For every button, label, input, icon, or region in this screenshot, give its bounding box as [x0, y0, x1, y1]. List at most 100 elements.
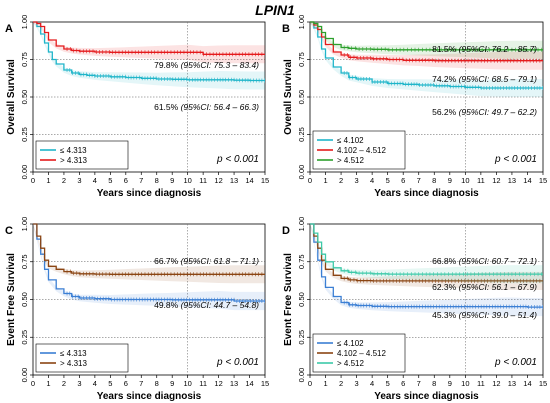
x-tick-label: 10 [461, 379, 469, 388]
legend-label: > 4.512 [337, 359, 364, 368]
x-tick-label: 3 [355, 379, 359, 388]
y-tick-label: 1.00 [297, 217, 306, 232]
x-tick-label: 2 [62, 176, 66, 185]
y-tick-label: 0.75 [297, 52, 306, 67]
legend-label: 4.102 – 4.512 [337, 349, 386, 358]
ci-band [310, 22, 543, 97]
x-tick-label: 9 [170, 176, 174, 185]
x-tick-label: 10 [183, 176, 191, 185]
x-tick-label: 11 [199, 379, 207, 388]
annotation-ci: (95%CI: 75.3 – 83.4) [181, 60, 260, 70]
annotation-value: 61.5% [154, 102, 180, 112]
survival-curve [310, 223, 543, 275]
legend-label: ≤ 4.102 [337, 136, 364, 145]
p-value: p < 0.001 [216, 154, 259, 165]
x-tick-label: 12 [492, 379, 500, 388]
x-tick-label: 8 [155, 379, 159, 388]
annotation-value: 45.3% [432, 310, 458, 320]
panel-label: A [5, 23, 13, 35]
legend-label: 4.102 – 4.512 [337, 146, 386, 155]
y-tick-label: 0.25 [20, 127, 29, 142]
survival-curve [33, 223, 265, 275]
legend-label: > 4.313 [60, 156, 87, 165]
x-tick-label: 1 [46, 176, 50, 185]
annotation-value: 56.2% [432, 107, 458, 117]
survival-annotation: 79.8% (95%CI: 75.3 – 83.4) [154, 60, 259, 70]
x-tick-label: 5 [386, 176, 390, 185]
x-tick-label: 0 [308, 176, 312, 185]
x-tick-label: 3 [355, 176, 359, 185]
x-tick-label: 7 [139, 379, 143, 388]
x-axis-label: Years since diagnosis [97, 188, 202, 199]
p-value: p < 0.001 [494, 154, 537, 165]
annotation-ci: (95%CI: 68.5 – 79.1) [459, 74, 538, 84]
x-tick-label: 9 [448, 379, 452, 388]
x-tick-label: 2 [339, 176, 343, 185]
x-tick-label: 1 [46, 379, 50, 388]
annotation-value: 79.8% [154, 60, 180, 70]
x-tick-label: 15 [539, 379, 547, 388]
x-tick-label: 0 [308, 379, 312, 388]
annotation-value: 74.2% [432, 74, 458, 84]
y-axis-label: Event Free Survival [283, 253, 294, 346]
x-tick-label: 2 [339, 379, 343, 388]
ci-band [33, 22, 265, 90]
survival-annotation: 56.2% (95%CI: 49.7 – 62.2) [432, 107, 537, 117]
y-tick-label: 0.50 [20, 90, 29, 105]
x-tick-label: 5 [108, 176, 112, 185]
x-tick-label: 11 [199, 176, 207, 185]
x-tick-label: 5 [386, 379, 390, 388]
x-tick-label: 10 [183, 379, 191, 388]
y-tick-label: 1.00 [20, 15, 29, 30]
x-axis-label: Years since diagnosis [374, 391, 479, 402]
survival-annotation: 81.5% (95%CI: 76.2 – 85.7) [432, 44, 537, 54]
y-tick-label: 0.50 [297, 292, 306, 307]
x-axis-label: Years since diagnosis [374, 188, 479, 199]
x-tick-label: 11 [477, 379, 485, 388]
x-tick-label: 13 [230, 379, 238, 388]
x-tick-label: 7 [417, 176, 421, 185]
legend-label: ≤ 4.102 [337, 339, 364, 348]
y-axis-label: Overall Survival [6, 59, 17, 135]
x-tick-label: 4 [93, 176, 97, 185]
survival-annotation: 62.3% (95%CI: 56.1 – 67.9) [432, 282, 537, 292]
annotation-ci: (95%CI: 39.0 – 51.4) [459, 310, 538, 320]
survival-annotation: 66.7% (95%CI: 61.8 – 71.1) [154, 256, 259, 266]
y-tick-label: 0.00 [20, 165, 29, 180]
ci-band [33, 224, 265, 284]
panel-label: D [282, 225, 290, 237]
x-tick-label: 4 [370, 176, 374, 185]
x-tick-label: 12 [492, 176, 500, 185]
x-tick-label: 6 [401, 176, 405, 185]
x-axis-label: Years since diagnosis [97, 391, 202, 402]
x-tick-label: 6 [124, 379, 128, 388]
legend-box [35, 140, 129, 170]
annotation-value: 66.8% [432, 256, 458, 266]
legend-box [35, 343, 129, 373]
y-tick-label: 0.75 [20, 52, 29, 67]
legend-label: ≤ 4.313 [60, 146, 87, 155]
figure-title: LPIN1 [255, 2, 295, 18]
legend-label: > 4.512 [337, 156, 364, 165]
x-tick-label: 12 [214, 379, 222, 388]
p-value: p < 0.001 [216, 357, 259, 368]
x-tick-label: 8 [432, 176, 436, 185]
y-tick-label: 0.00 [297, 165, 306, 180]
x-tick-label: 12 [214, 176, 222, 185]
y-tick-label: 0.75 [20, 254, 29, 269]
x-tick-label: 7 [417, 379, 421, 388]
x-tick-label: 0 [31, 176, 35, 185]
x-tick-label: 10 [461, 176, 469, 185]
y-tick-label: 0.25 [297, 330, 306, 345]
x-tick-label: 1 [323, 379, 327, 388]
y-tick-label: 0.25 [297, 127, 306, 142]
x-tick-label: 6 [124, 176, 128, 185]
survival-curve [33, 21, 265, 82]
annotation-value: 49.8% [154, 300, 180, 310]
x-tick-label: 14 [523, 176, 531, 185]
x-tick-label: 8 [432, 379, 436, 388]
y-tick-label: 0.50 [20, 292, 29, 307]
x-tick-label: 14 [245, 379, 253, 388]
